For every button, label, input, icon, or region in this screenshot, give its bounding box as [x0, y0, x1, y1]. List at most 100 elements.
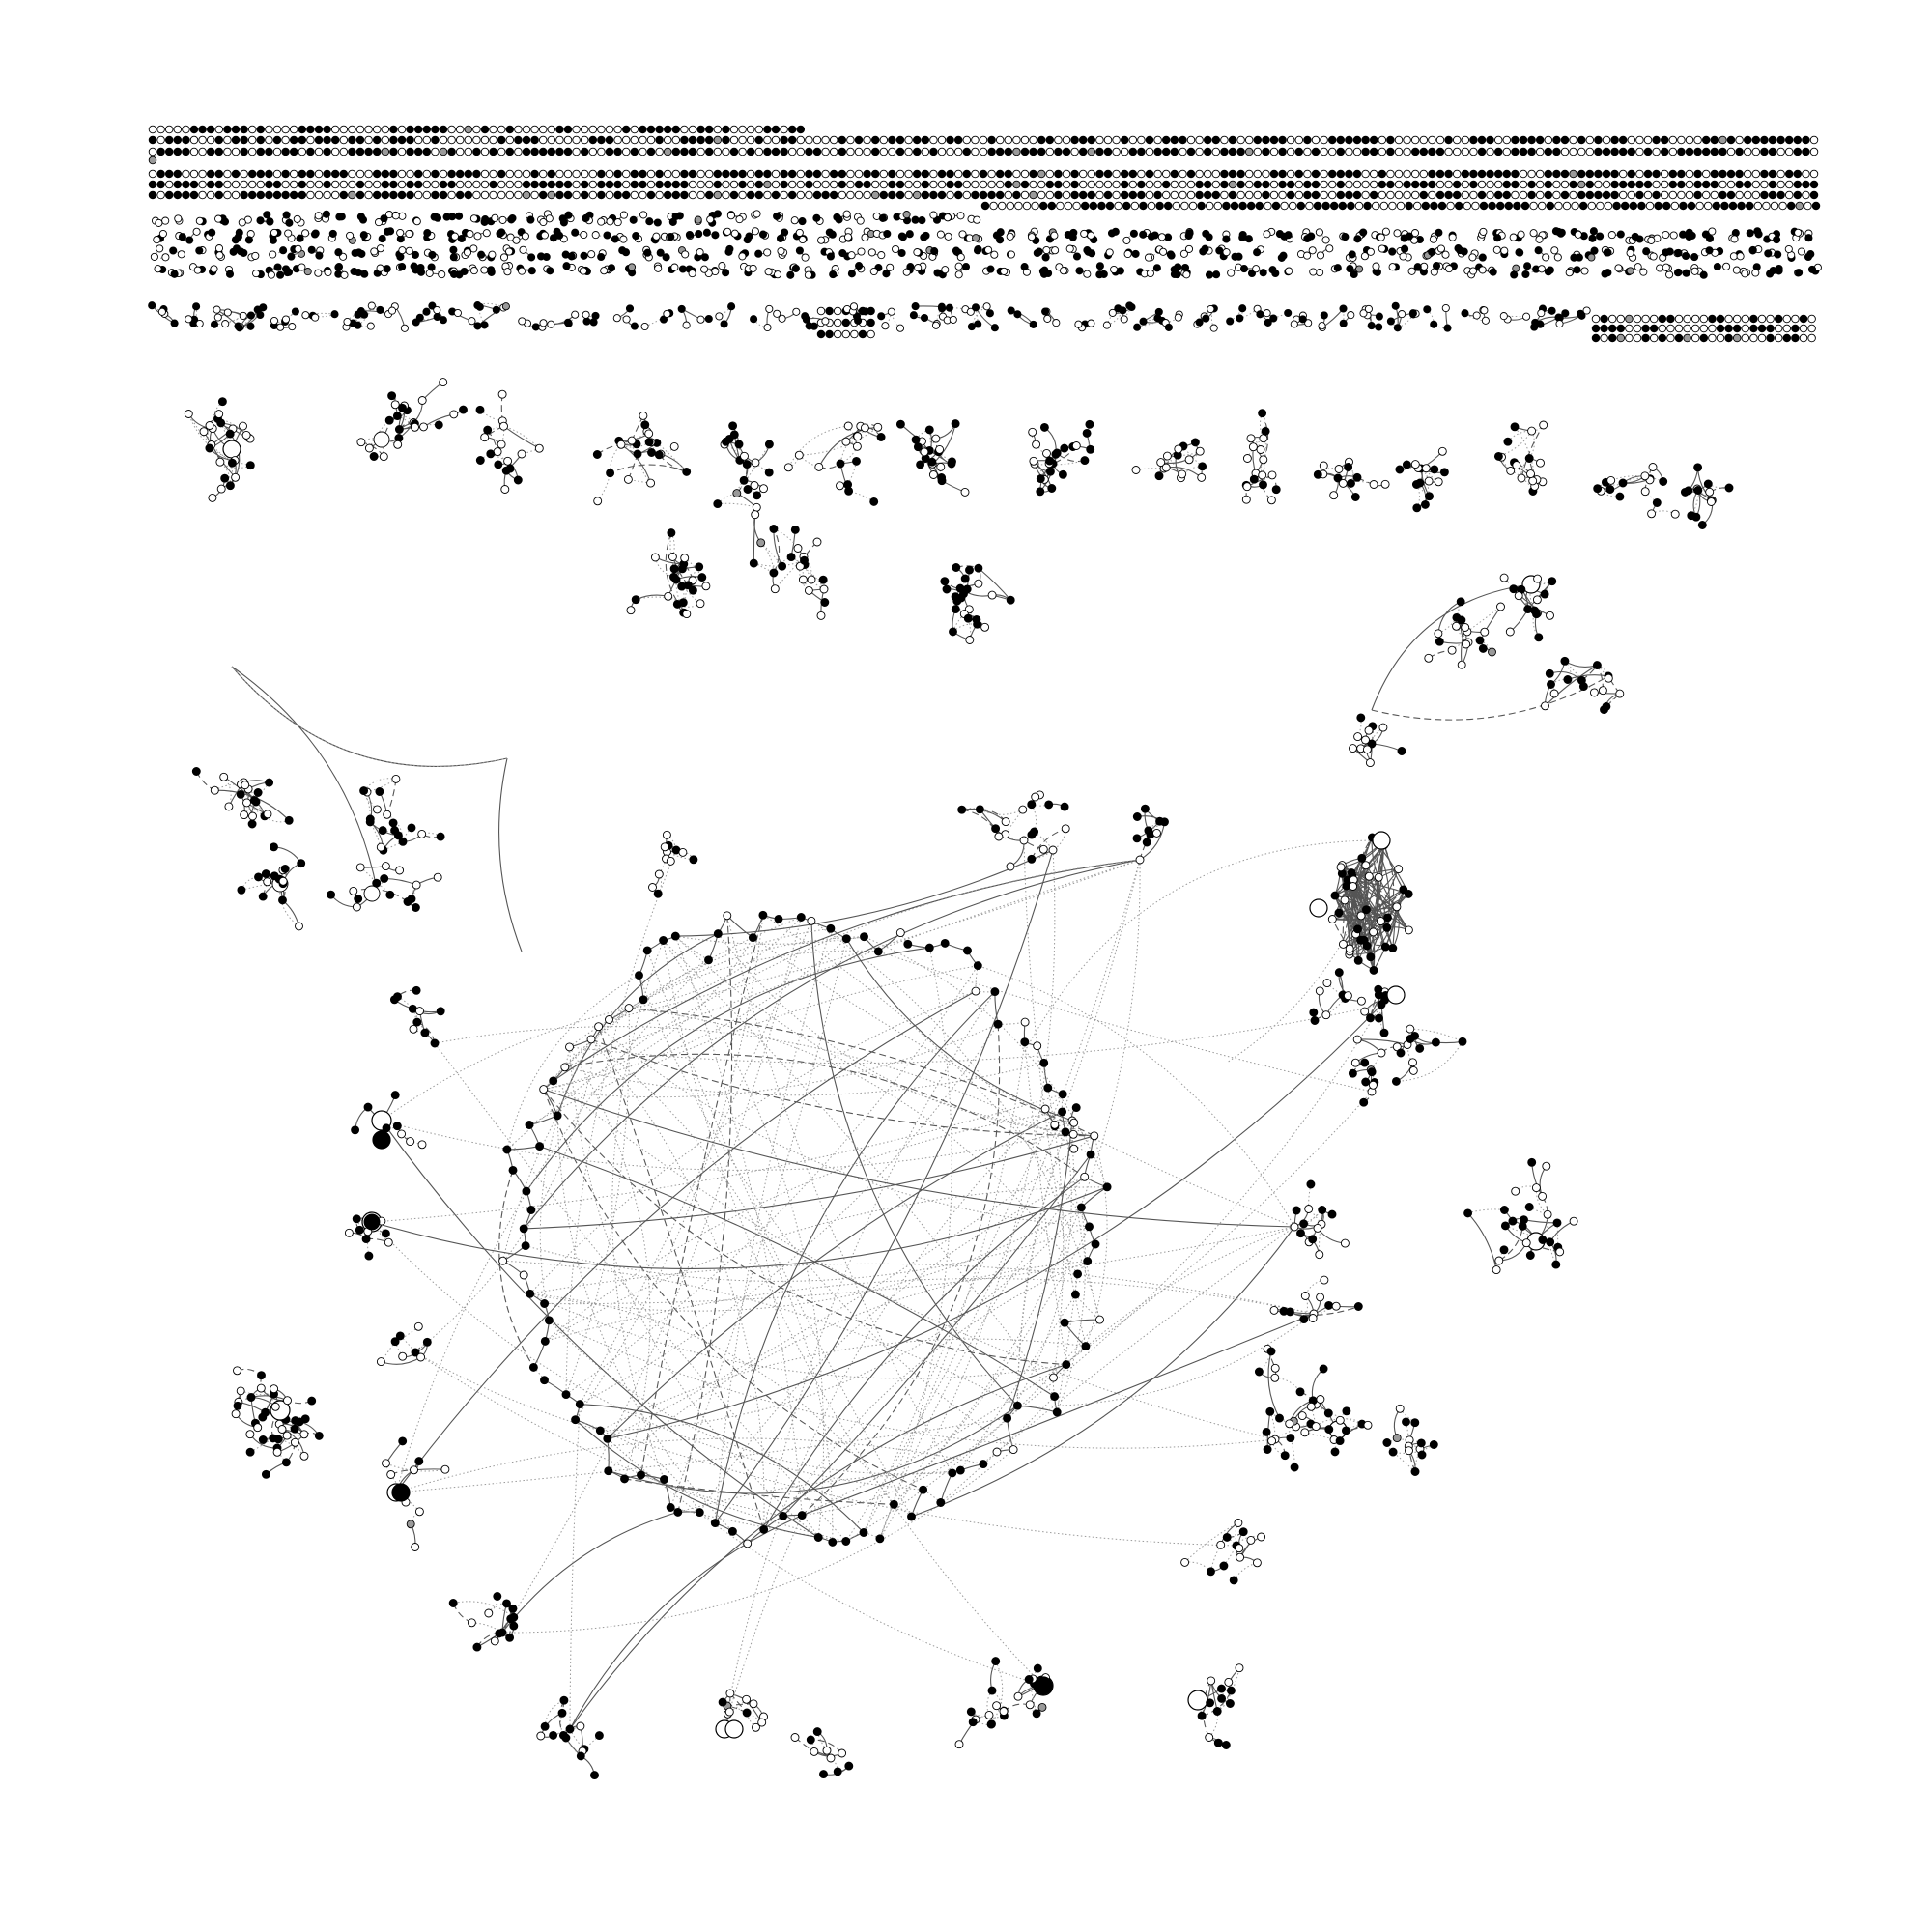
isolated-node: [621, 169, 631, 179]
isolated-node: [1760, 135, 1769, 145]
isolated-node: [1569, 190, 1577, 200]
isolated-node: [281, 125, 290, 134]
isolated-node: [1719, 135, 1727, 145]
isolated-node: [1161, 169, 1171, 179]
component-node: [861, 233, 869, 242]
component-node: [483, 425, 493, 435]
component-node: [482, 229, 491, 238]
isolated-node: [1768, 147, 1777, 156]
component-node: [1565, 269, 1574, 277]
isolated-node: [929, 180, 938, 189]
dotted-edge: [529, 990, 977, 1294]
isolated-node: [879, 135, 889, 145]
isolated-node: [265, 125, 273, 134]
isolated-node: [372, 135, 382, 145]
isolated-node: [514, 190, 523, 200]
isolated-node: [455, 147, 465, 156]
component-node: [754, 249, 763, 258]
isolated-node: [771, 147, 781, 156]
isolated-node: [605, 135, 614, 145]
isolated-node: [1571, 201, 1579, 211]
isolated-node: [1161, 147, 1171, 156]
component-node: [555, 231, 564, 240]
component-node: [735, 215, 744, 224]
isolated-node: [1179, 147, 1187, 156]
component-node: [1546, 266, 1554, 274]
isolated-node: [987, 190, 996, 200]
component-node: [847, 251, 856, 260]
component-node: [398, 403, 407, 412]
component-node: [843, 233, 853, 242]
isolated-node: [1477, 135, 1487, 145]
isolated-node: [846, 190, 855, 200]
component-node: [743, 485, 753, 494]
dotted-edge: [575, 915, 764, 1420]
isolated-node: [1320, 190, 1328, 200]
isolated-node: [223, 180, 232, 189]
component-node: [1162, 451, 1172, 461]
isolated-node: [489, 169, 497, 179]
isolated-node: [738, 147, 747, 156]
isolated-node: [1544, 190, 1553, 200]
component-node: [1524, 454, 1534, 463]
component-node: [1308, 246, 1317, 255]
isolated-node: [1264, 201, 1272, 211]
component-node: [433, 305, 441, 315]
isolated-node: [314, 180, 324, 189]
component-node: [1530, 323, 1539, 331]
isolated-node: [1056, 201, 1065, 211]
component-node: [856, 216, 865, 225]
dotted-edge: [1437, 617, 1458, 635]
isolated-node: [713, 147, 723, 156]
isolated-node: [1743, 190, 1752, 200]
isolated-node: [1037, 135, 1046, 145]
isolated-node: [298, 147, 307, 156]
isolated-node: [1452, 169, 1462, 179]
isolated-node: [489, 135, 497, 145]
dotted-edge: [544, 1226, 1295, 1305]
dotted-edge: [414, 1026, 600, 1353]
isolated-node: [447, 135, 456, 145]
isolated-node: [1799, 333, 1808, 343]
isolated-node: [240, 147, 248, 156]
isolated-node: [1128, 190, 1138, 200]
isolated-node: [1666, 333, 1675, 343]
component-node: [956, 253, 965, 262]
isolated-node: [1269, 190, 1279, 200]
isolated-node: [1087, 190, 1096, 200]
isolated-node: [912, 180, 922, 189]
isolated-node: [1735, 147, 1744, 156]
dotted-edge: [991, 1690, 1005, 1712]
isolated-node: [538, 147, 548, 156]
component-node: [416, 268, 426, 276]
isolated-node: [1403, 180, 1411, 189]
dotted-edge: [453, 1601, 515, 1618]
isolated-node: [1461, 180, 1470, 189]
component-node: [1375, 323, 1383, 331]
dashed-edge: [1202, 1680, 1212, 1738]
isolated-node: [1690, 333, 1700, 343]
isolated-node: [962, 147, 972, 156]
isolated-node: [1120, 180, 1129, 189]
component-node: [1043, 314, 1052, 323]
isolated-node: [646, 125, 656, 134]
component-node: [1207, 304, 1215, 314]
isolated-node: [1278, 135, 1287, 145]
component-node: [1084, 247, 1093, 256]
dotted-edge: [663, 940, 1044, 1687]
component-node: [356, 438, 366, 447]
isolated-node: [1585, 147, 1595, 156]
component-node: [1259, 455, 1268, 465]
isolated-node: [1020, 135, 1030, 145]
component-node: [1395, 465, 1405, 474]
dotted-edge: [864, 936, 1108, 1187]
isolated-node: [1710, 135, 1719, 145]
isolated-node: [1527, 135, 1536, 145]
isolated-node: [1361, 147, 1370, 156]
isolated-node: [1690, 324, 1700, 333]
component-node: [961, 263, 971, 271]
component-node: [763, 323, 772, 332]
component-node: [914, 264, 923, 272]
isolated-node: [413, 190, 423, 200]
isolated-node: [355, 180, 365, 189]
